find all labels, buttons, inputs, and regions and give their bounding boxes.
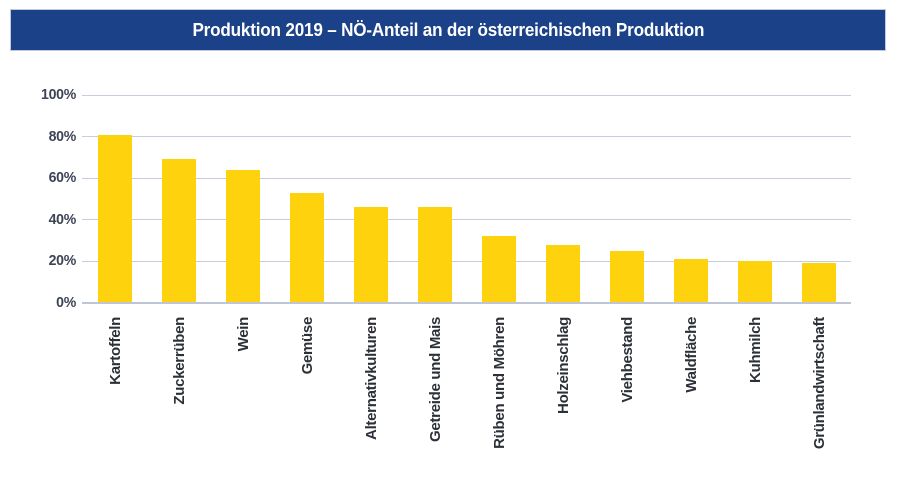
gridline-20 (82, 260, 851, 262)
bar-zuckerr-ben (162, 159, 196, 303)
y-axis-tick-label: 40% (48, 210, 77, 228)
x-axis-label-cell: Alternativkulturen (339, 317, 403, 477)
y-axis-tick-label: 20% (48, 252, 77, 270)
x-axis-label-cell: Wein (211, 317, 275, 477)
x-axis-label-cell: Getreide und Mais (403, 317, 467, 477)
bar-waldfl-che (674, 259, 708, 303)
gridline-40 (82, 219, 851, 221)
x-axis-category-label: Grünlandwirtschaft (810, 317, 828, 450)
bar-kuhmilch (738, 261, 772, 303)
y-axis-tick-label: 80% (48, 127, 77, 145)
bar-getreide-und-mais (418, 207, 452, 303)
x-axis-label-cell: Kuhmilch (723, 317, 787, 477)
bar-holzeinschlag (546, 245, 580, 303)
x-axis-line (82, 302, 851, 304)
y-axis-tick-label: 60% (48, 169, 77, 187)
x-axis-category-label: Kartoffeln (106, 317, 124, 385)
bar-viehbestand (610, 251, 644, 303)
x-axis-category-label: Wein (234, 317, 252, 352)
gridline-100 (82, 94, 851, 96)
x-axis-label-cell: Zuckerrüben (147, 317, 211, 477)
x-axis-category-label: Viehbestand (618, 317, 636, 403)
x-axis-label-cell: Holzeinschlag (531, 317, 595, 477)
bar-wein (226, 170, 260, 303)
bar-chart: 0% 20% 40% 60% 80% 100% Kartoffeln Zuckerrüben W… (0, 52, 917, 495)
y-axis-tick-label: 0% (56, 294, 76, 311)
x-axis-label-cell: Gemüse (275, 317, 339, 477)
x-axis-category-label: Waldfläche (682, 317, 700, 393)
bar-alternativkulturen (354, 207, 388, 303)
x-axis-label-cell: Viehbestand (595, 317, 659, 477)
x-axis-label-cell: Grünlandwirtschaft (787, 317, 851, 477)
x-axis-category-label: Zuckerrüben (170, 317, 188, 405)
x-axis-category-label: Rüben und Möhren (490, 317, 508, 449)
x-axis-category-label: Alternativkulturen (362, 317, 380, 440)
x-axis-label-cell: Kartoffeln (83, 317, 147, 477)
chart-title-band: Produktion 2019 – NÖ-Anteil an der öster… (10, 9, 886, 51)
x-axis-category-label: Holzeinschlag (554, 317, 572, 414)
gridline-80 (82, 136, 851, 138)
gridline-60 (82, 177, 851, 179)
x-axis-category-label: Kuhmilch (746, 317, 764, 383)
x-axis-category-label: Getreide und Mais (426, 317, 444, 442)
bar-r-ben-und-m-hren (482, 236, 516, 303)
x-axis-label-cell: Rüben und Möhren (467, 317, 531, 477)
x-axis-category-label: Gemüse (298, 317, 316, 375)
bar-kartoffeln (98, 135, 132, 303)
chart-title: Produktion 2019 – NÖ-Anteil an der öster… (192, 19, 704, 40)
bar-gem-se (290, 193, 324, 303)
y-axis-tick-label: 100% (41, 86, 76, 103)
x-axis-label-cell: Waldfläche (659, 317, 723, 477)
bar-gr-nlandwirtschaft (802, 263, 836, 303)
